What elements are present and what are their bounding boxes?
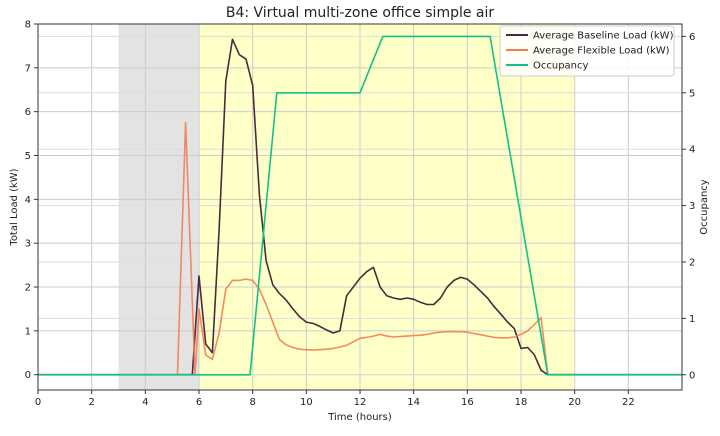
x-tick-label: 18 bbox=[515, 397, 528, 408]
series-line-flexible bbox=[38, 121, 682, 376]
legend-label-occupancy: Occupancy bbox=[533, 61, 589, 72]
x-tick-label: 4 bbox=[142, 397, 148, 408]
y2-tick-label: 0 bbox=[689, 370, 695, 381]
x-axis-ticks: 0 2 4 6 8 10 12 14 16 18 20 22 bbox=[35, 390, 635, 408]
legend-box bbox=[499, 25, 675, 77]
series-line-baseline bbox=[38, 38, 682, 376]
y-axis-label: Total Load (kW) bbox=[9, 168, 20, 246]
y-tick-label: 3 bbox=[25, 239, 31, 250]
x-tick-label: 2 bbox=[88, 397, 94, 408]
x-tick-label: 16 bbox=[461, 397, 474, 408]
series-layer bbox=[38, 35, 682, 376]
y-tick-label: 6 bbox=[25, 107, 31, 118]
shaded-region-gray bbox=[118, 24, 199, 390]
series-line-occupancy bbox=[38, 35, 682, 376]
legend-label-baseline: Average Baseline Load (kW) bbox=[533, 31, 674, 42]
y-tick-label: 4 bbox=[25, 195, 31, 206]
x-tick-label: 20 bbox=[568, 397, 581, 408]
x-tick-label: 12 bbox=[354, 397, 367, 408]
legend-label-flexible: Average Flexible Load (kW) bbox=[533, 46, 670, 57]
y-tick-label: 7 bbox=[25, 63, 31, 74]
legend: Average Baseline Load (kW) Average Flexi… bbox=[499, 25, 675, 77]
y2-axis-ticks: 0 1 2 3 4 5 6 bbox=[682, 32, 695, 381]
y-tick-label: 0 bbox=[25, 370, 31, 381]
y-tick-label: 8 bbox=[25, 20, 31, 31]
chart-title: B4: Virtual multi-zone office simple air bbox=[226, 5, 495, 21]
y2-tick-label: 2 bbox=[689, 257, 695, 268]
shaded-regions bbox=[118, 24, 575, 390]
x-axis-label: Time (hours) bbox=[327, 412, 392, 423]
y-tick-label: 5 bbox=[25, 151, 31, 162]
y2-tick-label: 5 bbox=[689, 88, 695, 99]
y-tick-label: 2 bbox=[25, 282, 31, 293]
x-tick-label: 14 bbox=[407, 397, 420, 408]
shaded-region-yellow bbox=[199, 24, 575, 390]
y2-axis-label: Occupancy bbox=[699, 179, 710, 235]
x-tick-label: 10 bbox=[300, 397, 313, 408]
y2-tick-label: 4 bbox=[689, 145, 695, 156]
y2-tick-label: 1 bbox=[689, 314, 695, 325]
y2-tick-label: 6 bbox=[689, 32, 695, 43]
x-tick-label: 8 bbox=[249, 397, 255, 408]
y-tick-label: 1 bbox=[25, 326, 31, 337]
x-tick-label: 6 bbox=[196, 397, 202, 408]
x-tick-label: 0 bbox=[35, 397, 41, 408]
y2-tick-label: 3 bbox=[689, 201, 695, 212]
x-tick-label: 22 bbox=[622, 397, 635, 408]
y-axis-ticks: 0 1 2 3 4 5 6 7 8 bbox=[25, 20, 38, 381]
